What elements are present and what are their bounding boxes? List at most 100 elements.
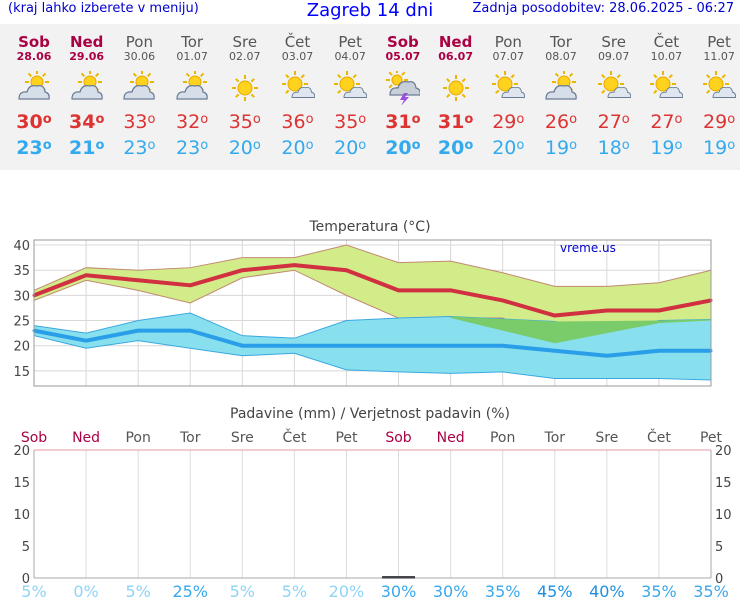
forecast-day: Sre 02.07 35o 20o: [219, 24, 271, 170]
y-tick-label: 20: [13, 340, 30, 355]
max-temp: 29o: [703, 111, 736, 133]
precip-probability-label: 5%: [230, 582, 255, 600]
day-name: Sre: [232, 33, 258, 51]
y-tick-label: 15: [13, 365, 30, 380]
min-temp: 23o: [123, 137, 156, 159]
y-tick-label-left: 15: [13, 476, 30, 491]
min-temp-point: [188, 329, 192, 333]
y-tick-label: 25: [13, 315, 30, 330]
day-axis-label: Sre: [595, 430, 618, 446]
min-temp: 20o: [437, 137, 474, 159]
location-menu-hint[interactable]: (kraj lahko izberete v meniju): [8, 1, 199, 16]
precip-probability-label: 25%: [172, 582, 208, 600]
min-temp-point: [553, 349, 557, 353]
day-name: Ned: [438, 33, 473, 51]
y-tick-label-left: 10: [13, 508, 30, 523]
precip-probability-label: 40%: [589, 582, 625, 600]
max-temp: 26o: [544, 111, 578, 133]
mostly-sunny-icon: [597, 71, 631, 105]
min-temp: 20o: [281, 137, 314, 159]
day-name: Tor: [550, 33, 572, 51]
min-temp-point: [292, 344, 296, 348]
forecast-day: Tor 08.07 26o 19o: [535, 24, 587, 170]
day-axis-label: Čet: [647, 428, 671, 446]
thunderstorm-icon: [385, 69, 421, 106]
partly-cloudy-icon: [175, 70, 209, 105]
max-temp: 32o: [176, 111, 209, 133]
min-temp: 20o: [228, 137, 261, 159]
forecast-day: Ned 06.07 31o 20o: [430, 24, 482, 170]
y-tick-label: 40: [13, 239, 30, 254]
day-axis-label: Sob: [21, 430, 47, 446]
precip-probability-label: 5%: [282, 582, 307, 600]
day-date: 29.06: [69, 50, 105, 63]
forecast-day: Pon 07.07 29o 20o: [482, 24, 534, 170]
min-temp: 20o: [492, 137, 525, 159]
max-temp: 27o: [597, 111, 630, 133]
day-date: 11.07: [703, 50, 735, 63]
plot-frame: [33, 239, 712, 387]
max-temp: 35o: [228, 111, 261, 133]
precip-probability-label: 30%: [381, 582, 417, 600]
day-date: 07.07: [492, 50, 525, 63]
min-temp-point: [240, 344, 244, 348]
min-temp-point: [657, 349, 661, 353]
temperature-chart-title: Temperatura (°C): [309, 219, 431, 235]
day-name: Čet: [653, 33, 680, 51]
max-temp-point: [397, 288, 401, 292]
max-temp-point: [501, 298, 505, 302]
max-temp: 35o: [334, 111, 367, 133]
day-axis-label: Tor: [544, 430, 566, 446]
min-temp-line: [33, 328, 711, 358]
y-tick-label: 30: [13, 289, 30, 304]
min-temp-point: [449, 344, 453, 348]
mostly-sunny-icon: [702, 71, 737, 105]
last-updated: Zadnja posodobitev: 28.06.2025 - 06:27: [472, 1, 734, 16]
min-temp: 20o: [334, 137, 367, 159]
forecast-day: Sob 05.07 31o 20o: [377, 24, 429, 170]
min-temp-point: [397, 344, 401, 348]
temperature-chart: 15 20 25 30 35 40 vreme.us: [13, 239, 713, 387]
max-temp-line: [33, 263, 712, 318]
precip-probability-label: 20%: [329, 582, 365, 600]
forecast-day: Sob 28.06 30o 23o: [8, 24, 60, 170]
day-date: 01.07: [176, 50, 208, 63]
y-tick-label: 35: [13, 264, 30, 279]
max-temp: 30o: [16, 111, 52, 133]
mostly-sunny-icon: [491, 71, 526, 105]
day-date: 28.06: [16, 50, 52, 63]
y-tick-label-right: 10: [715, 508, 732, 523]
forecast-day: Pet 11.07 29o 19o: [693, 24, 740, 170]
day-date: 02.07: [229, 50, 261, 63]
day-date: 06.07: [438, 50, 473, 63]
forecast-day: Čet 03.07 36o 20o: [272, 24, 324, 170]
forecast-day: Pon 30.06 33o 23o: [113, 24, 165, 170]
max-temp-point: [449, 288, 453, 292]
min-temp: 23o: [16, 137, 52, 159]
day-name: Čet: [284, 33, 311, 51]
mostly-sunny-icon: [281, 71, 315, 105]
max-temp-point: [344, 268, 348, 272]
precip-probability-label: 35%: [485, 582, 521, 600]
min-temp: 18o: [597, 137, 630, 159]
forecast-day: Tor 01.07 32o 23o: [166, 24, 218, 170]
max-temp: 29o: [492, 111, 525, 133]
forecast-day: Sre 09.07 27o 18o: [588, 24, 640, 170]
max-temp: 36o: [281, 111, 314, 133]
y-tick-label-left: 20: [13, 444, 30, 459]
max-temp-point: [292, 263, 296, 267]
page-title: Zagreb 14 dni: [306, 0, 434, 21]
min-temp: 23o: [176, 137, 209, 159]
forecast-day: Pet 04.07 35o 20o: [324, 24, 376, 170]
day-axis-label: Pet: [700, 430, 723, 446]
partly-cloudy-icon: [122, 70, 156, 105]
max-temp: 31o: [437, 111, 474, 133]
max-temp-point: [553, 314, 557, 318]
min-temp: 20o: [385, 137, 421, 159]
mostly-sunny-icon: [333, 71, 368, 105]
mostly-sunny-icon: [649, 71, 684, 105]
day-axis-label: Čet: [282, 428, 306, 446]
min-temp-point: [605, 354, 609, 358]
max-temp-point: [240, 268, 244, 272]
max-temp-point: [188, 283, 192, 287]
